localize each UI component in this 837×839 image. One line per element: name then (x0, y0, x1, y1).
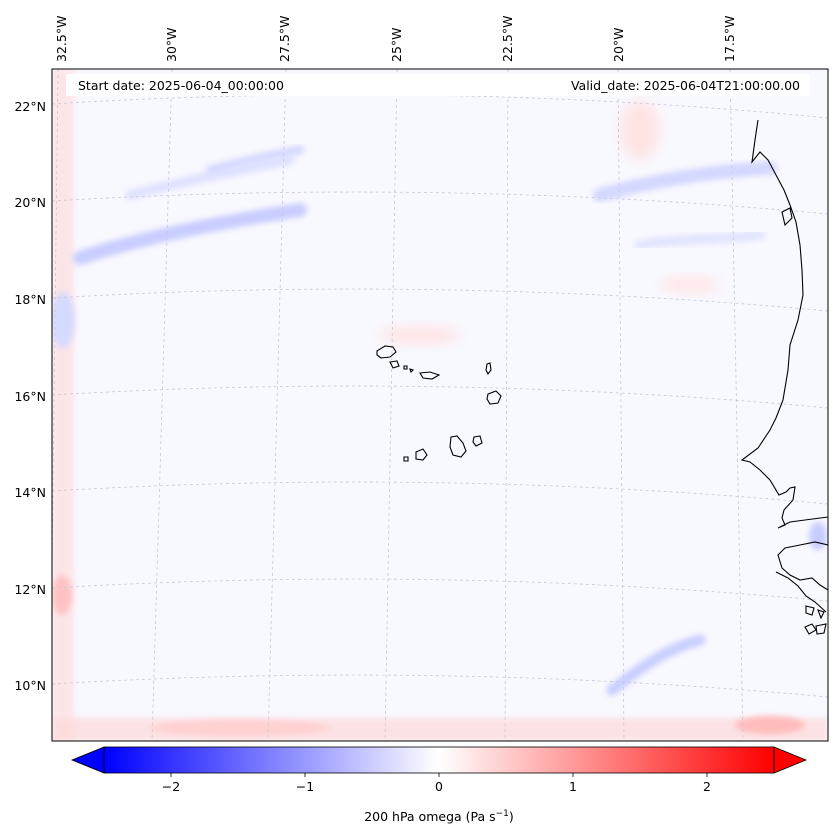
meridian-20w (617, 69, 625, 741)
colorbar-tick-label-0: 0 (435, 779, 443, 794)
start-date-text: Start date: 2025-06-04_00:00:00 (78, 78, 284, 93)
omega-streak-nw-1 (73, 203, 307, 265)
colorbar-extend-max (773, 746, 808, 774)
colorbar-gradient (104, 747, 774, 773)
island-ilheu (409, 368, 415, 374)
island-maio (472, 435, 483, 447)
island-bissagos-4 (815, 623, 827, 635)
omega-patch-se (735, 716, 805, 734)
meridian-27-5w (267, 69, 287, 741)
omega-patch-ne (620, 100, 660, 160)
island-fogo (415, 448, 428, 461)
meridian-25w (384, 69, 398, 741)
island-sao-vicente (389, 360, 400, 369)
parallel-18n (52, 288, 828, 312)
parallel-20n (52, 191, 828, 215)
lat-label-22n: 22°N (14, 99, 46, 114)
map-frame (51, 68, 829, 742)
omega-patch-nc (380, 326, 460, 344)
graticule (52, 69, 828, 741)
lon-label-20w: 20°W (611, 27, 626, 62)
colorbar-label-sup: −1 (496, 809, 509, 819)
colorbar-label: 200 hPa omega (Pa s−1) (364, 809, 514, 824)
island-santo-antao (376, 345, 397, 359)
lat-label-12n: 12°N (14, 582, 46, 597)
colorbar-tick-label-m2: −2 (162, 779, 180, 794)
omega-patch-sc (150, 720, 330, 736)
parallel-16n (52, 385, 828, 409)
omega-streak-north (205, 145, 305, 175)
colorbar-label-main: 200 hPa omega (Pa s (364, 809, 495, 824)
meridian-30w (151, 69, 173, 741)
lat-label-14n: 14°N (14, 485, 46, 500)
island-brava (403, 456, 409, 462)
island-bissagos-1 (805, 605, 815, 616)
island-sal (485, 362, 492, 376)
valid-date-text: Valid_date: 2025-06-04T21:00:00.00 (571, 78, 800, 93)
omega-blob-east (809, 522, 827, 550)
colorbar-label-close: ) (509, 809, 514, 824)
lat-label-10n: 10°N (14, 678, 46, 693)
date-header-band (66, 74, 810, 96)
island-arguin (781, 207, 793, 227)
latitude-labels: 22°N 20°N 18°N 16°N 14°N 12°N 10°N (14, 99, 46, 693)
colorbar: −2 −1 0 1 2 200 hPa omega (Pa s−1) (70, 746, 808, 824)
omega-blob-west (52, 292, 75, 348)
omega-patch-sw (52, 575, 72, 615)
island-bissagos-2 (817, 609, 825, 620)
omega-streak-nw-2 (125, 155, 295, 200)
coastlines (740, 119, 828, 635)
island-santiago (449, 435, 467, 458)
parallel-22n (52, 94, 828, 119)
lat-label-16n: 16°N (14, 389, 46, 404)
coast-bissagos (775, 571, 827, 613)
colorbar-tick-label-1: 1 (569, 779, 577, 794)
cape-verde-islands (376, 345, 502, 462)
parallel-12n (52, 578, 828, 602)
lon-label-22-5w: 22.5°W (500, 16, 515, 62)
parallel-10n (52, 674, 828, 698)
omega-streak-se (606, 634, 706, 696)
island-boa-vista (486, 390, 502, 405)
lon-label-30w: 30°W (164, 27, 179, 62)
coast-gambia-south (777, 541, 828, 591)
lon-label-17-5w: 17.5°W (722, 16, 737, 62)
colorbar-extend-min (70, 746, 105, 774)
longitude-labels: 32.5°W 30°W 27.5°W 25°W 22.5°W 20°W 17.5… (54, 16, 737, 62)
lat-label-18n: 18°N (14, 292, 46, 307)
parallel-14n (52, 481, 828, 505)
lon-label-27-5w: 27.5°W (277, 16, 292, 62)
lon-label-32-5w: 32.5°W (54, 16, 69, 62)
lon-label-25w: 25°W (389, 27, 404, 62)
omega-patch-e (660, 277, 720, 293)
map-panel: Start date: 2025-06-04_00:00:00 Valid_da… (51, 68, 829, 742)
omega-streak-ne-2 (635, 230, 765, 250)
lat-label-20n: 20°N (14, 195, 46, 210)
island-santa-luzia (403, 365, 408, 370)
meridian-22-5w (504, 69, 509, 741)
africa-coastline (740, 119, 828, 529)
omega-field (52, 69, 828, 741)
colorbar-tick-label-m1: −1 (296, 779, 314, 794)
omega-edge-west (52, 69, 74, 741)
island-sao-nicolau (419, 371, 441, 380)
colorbar-tick-label-2: 2 (703, 779, 711, 794)
meridian-32-5w (52, 69, 59, 607)
meridian-17-5w (729, 69, 744, 741)
colorbar-ticks (170, 773, 708, 777)
omega-streak-ne-1 (593, 161, 777, 202)
